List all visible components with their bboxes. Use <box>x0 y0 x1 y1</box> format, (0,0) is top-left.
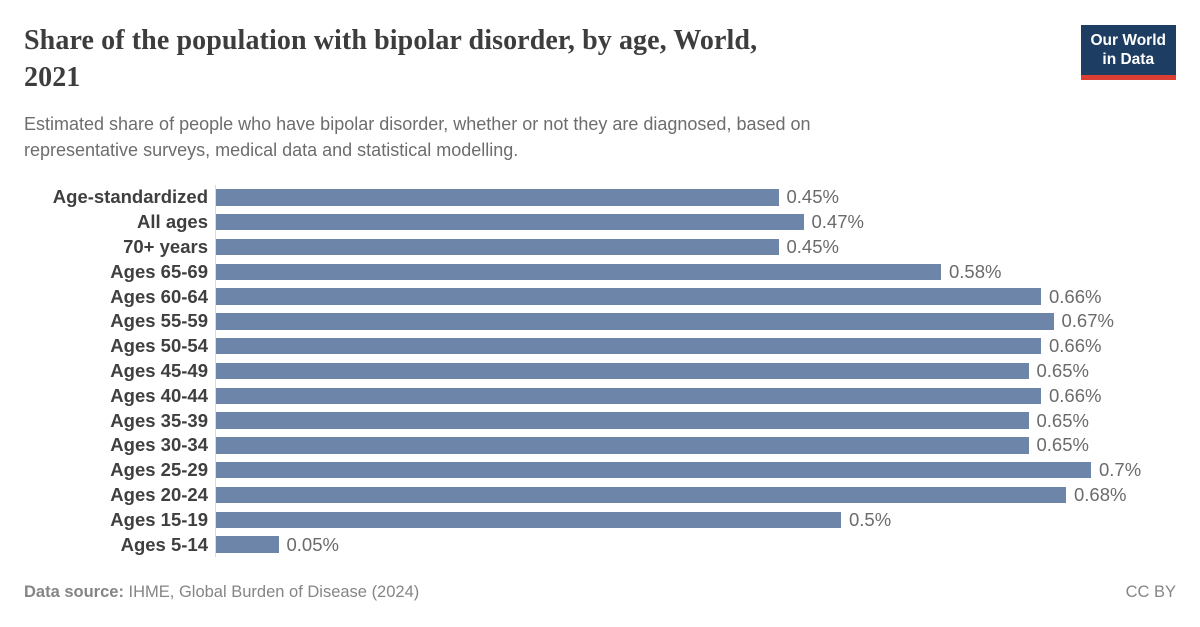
bar[interactable] <box>216 486 1066 504</box>
category-label: Ages 60-64 <box>110 285 208 307</box>
category-label: Ages 25-29 <box>110 459 208 481</box>
chart-title: Share of the population with bipolar dis… <box>24 22 757 96</box>
bar-row: Ages 5-14 0.05% <box>24 532 1176 557</box>
bar-row: Ages 40-44 0.66% <box>24 383 1176 409</box>
value-label: 0.05% <box>286 533 339 555</box>
data-source-value: IHME, Global Burden of Disease (2024) <box>123 583 420 601</box>
value-label: 0.68% <box>1074 483 1127 505</box>
bar-track: 0.5% <box>215 507 1176 533</box>
bar-track: 0.66% <box>215 383 1176 409</box>
category-label: Ages 65-69 <box>110 260 208 282</box>
bar-row: Ages 55-59 0.67% <box>24 308 1176 334</box>
value-label: 0.45% <box>786 186 839 208</box>
chart-title-line1: Share of the population with bipolar dis… <box>24 25 758 56</box>
bar-track: 0.66% <box>215 284 1176 309</box>
bar-row: Ages 65-69 0.58% <box>24 259 1176 285</box>
bar-track: 0.65% <box>215 408 1176 433</box>
bar-row: Age-standardized 0.45% <box>24 185 1176 210</box>
category-label: Ages 35-39 <box>110 409 208 431</box>
bar-track: 0.05% <box>215 532 1176 557</box>
category-label: All ages <box>137 211 208 233</box>
value-label: 0.5% <box>849 508 892 530</box>
category-label: 70+ years <box>123 235 208 257</box>
bar-track: 0.45% <box>215 185 1176 210</box>
category-label: Ages 55-59 <box>110 310 208 332</box>
bar[interactable] <box>216 511 841 528</box>
owid-logo[interactable]: Our World in Data <box>1080 25 1176 80</box>
bar[interactable] <box>216 213 804 231</box>
bar[interactable] <box>216 238 779 256</box>
category-label: Ages 45-49 <box>110 359 208 381</box>
value-label: 0.7% <box>1099 459 1142 481</box>
category-label: Ages 15-19 <box>110 508 208 530</box>
value-label: 0.65% <box>1036 359 1089 381</box>
bar-row: Ages 20-24 0.68% <box>24 482 1176 508</box>
bar-track: 0.68% <box>215 482 1176 508</box>
owid-logo-line1: Our World <box>1090 32 1167 49</box>
bar-row: Ages 45-49 0.65% <box>24 358 1176 384</box>
bar-row: Ages 60-64 0.66% <box>24 284 1176 309</box>
value-label: 0.65% <box>1036 409 1089 431</box>
bar-track: 0.67% <box>215 308 1176 334</box>
bar[interactable] <box>216 536 279 553</box>
bar[interactable] <box>216 362 1029 380</box>
value-label: 0.58% <box>949 260 1002 282</box>
category-label: Ages 50-54 <box>110 335 208 357</box>
category-label: Ages 30-34 <box>110 434 208 456</box>
category-label: Ages 40-44 <box>110 384 208 406</box>
bar[interactable] <box>216 437 1029 454</box>
footer: Data source: IHME, Global Burden of Dise… <box>24 583 1176 602</box>
category-label: Ages 5-14 <box>120 533 208 555</box>
header: Share of the population with bipolar dis… <box>24 0 1176 96</box>
bar-track: 0.65% <box>215 432 1176 458</box>
data-source: Data source: IHME, Global Burden of Dise… <box>24 583 419 602</box>
bar-row: 70+ years 0.45% <box>24 234 1176 260</box>
bar-row: Ages 50-54 0.66% <box>24 333 1176 359</box>
value-label: 0.66% <box>1049 285 1102 307</box>
bar-track: 0.66% <box>215 333 1176 359</box>
bar-row: Ages 30-34 0.65% <box>24 432 1176 458</box>
bar-track: 0.65% <box>215 358 1176 384</box>
bar-row: Ages 25-29 0.7% <box>24 457 1176 483</box>
value-label: 0.66% <box>1049 384 1102 406</box>
bar-row: All ages 0.47% <box>24 209 1176 235</box>
bar[interactable] <box>216 387 1041 405</box>
chart-subtitle-line1: Estimated share of people who have bipol… <box>24 114 811 134</box>
value-label: 0.47% <box>811 211 864 233</box>
category-label: Age-standardized <box>52 186 208 208</box>
bar-row: Ages 35-39 0.65% <box>24 408 1176 433</box>
bar-chart: Age-standardized 0.45% All ages 0.47% 70+ ye… <box>24 185 1176 557</box>
data-source-label: Data source: <box>24 583 124 601</box>
owid-logo-line2: in Data <box>1102 50 1155 68</box>
bar[interactable] <box>216 263 941 281</box>
value-label: 0.66% <box>1049 335 1102 357</box>
license-link[interactable]: CC BY <box>1125 583 1176 601</box>
bar-track: 0.58% <box>215 259 1176 285</box>
chart-subtitle: Estimated share of people who have bipol… <box>24 111 1176 163</box>
chart-subtitle-line2: representative surveys, medical data and… <box>24 140 519 160</box>
value-label: 0.67% <box>1061 310 1114 332</box>
category-label: Ages 20-24 <box>110 483 208 505</box>
bar[interactable] <box>216 412 1029 429</box>
bar-track: 0.7% <box>215 457 1176 483</box>
value-label: 0.65% <box>1036 434 1089 456</box>
bar[interactable] <box>216 313 1054 330</box>
value-label: 0.45% <box>786 235 839 257</box>
bar[interactable] <box>216 288 1041 305</box>
chart-title-line2: 2021 <box>24 62 81 93</box>
bar-track: 0.47% <box>215 209 1176 235</box>
bar-track: 0.45% <box>215 234 1176 260</box>
bar[interactable] <box>216 337 1041 355</box>
bar-row: Ages 15-19 0.5% <box>24 507 1176 533</box>
bar[interactable] <box>216 189 779 206</box>
bar[interactable] <box>216 461 1091 479</box>
